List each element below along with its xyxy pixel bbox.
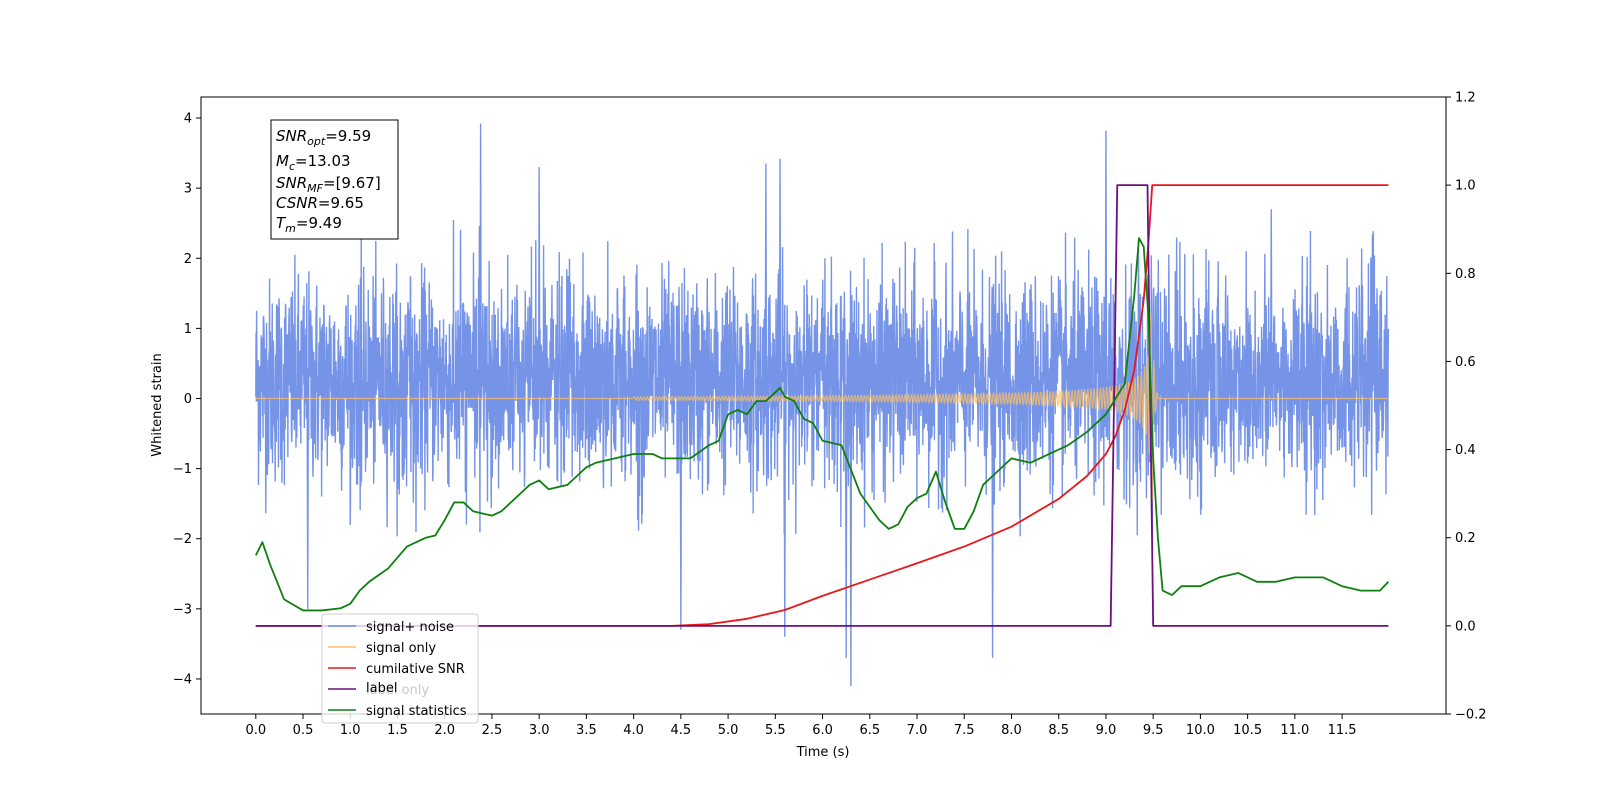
y-tick-label: −3	[173, 602, 192, 617]
info-csnr-value: 9.65	[331, 194, 364, 212]
y-tick-label: −2	[173, 532, 192, 547]
info-mc: Mc=13.03	[276, 152, 351, 173]
y2-tick-label: 0.0	[1455, 619, 1476, 634]
y2-tick-label: 1.0	[1455, 179, 1476, 194]
x-tick-label: 6.0	[812, 723, 833, 738]
legend-entry-label: label only label	[328, 681, 429, 698]
y2-tick-label: −0.2	[1455, 708, 1487, 723]
y2-tick-label: 0.2	[1455, 531, 1476, 546]
y2-tick-label: 0.8	[1455, 267, 1476, 282]
y-tick-label: 3	[184, 182, 192, 197]
legend-label-label: label	[366, 681, 397, 696]
x-tick-label: 2.5	[482, 723, 503, 738]
info-mc-value: 13.03	[308, 152, 351, 170]
y-tick-label: 0	[184, 392, 192, 407]
info-snr-opt: SNRopt=9.59	[276, 127, 371, 148]
x-tick-label: 3.0	[529, 723, 550, 738]
x-tick-label: 11.0	[1280, 723, 1309, 738]
plot-frame	[200, 96, 1447, 715]
y2-tick-label: 0.6	[1455, 355, 1476, 370]
legend-label-label-only: label only	[366, 683, 429, 698]
y-tick-label: −1	[173, 462, 192, 477]
legend-label-signal-only: signal only	[366, 641, 436, 656]
x-tick-label: 11.5	[1328, 723, 1357, 738]
x-axis: 0.0 0.5 1.0 1.5 2.0 2.5 3.0 3.5 4.0 4.5 5.0 5.5 6.0 6…	[245, 714, 1357, 738]
series-cumulative-snr	[255, 184, 1389, 627]
info-snr-opt-value: 9.59	[338, 127, 371, 145]
info-tm: Tm=9.49	[276, 214, 342, 235]
x-tick-label: 8.5	[1048, 723, 1069, 738]
y-axis-left: −4 −3 −2 −1 0 1 2 3 4	[173, 112, 201, 687]
y-tick-label: −4	[173, 672, 192, 687]
series-label	[255, 184, 1389, 627]
legend-label-signal-statistics: signal statistics	[366, 704, 467, 719]
info-snr-mf: SNRMF=[9.67]	[276, 174, 381, 195]
x-tick-label: 10.5	[1233, 723, 1262, 738]
x-tick-label: 1.0	[340, 723, 361, 738]
x-tick-label: 5.5	[765, 723, 786, 738]
x-tick-label: 7.5	[954, 723, 975, 738]
legend-label-signal-noise: signal+ noise	[366, 620, 454, 635]
y-axis-label: Whitened strain	[150, 353, 165, 456]
x-tick-label: 6.5	[859, 723, 880, 738]
x-tick-label: 10.0	[1186, 723, 1215, 738]
y2-tick-label: 1.2	[1455, 91, 1476, 106]
info-box: SNRopt=9.59 Mc=13.03 SNRMF=[9.67] CSNR=9…	[270, 119, 399, 240]
legend-entry-signal-only: signal only	[328, 641, 436, 656]
x-tick-label: 9.0	[1096, 723, 1117, 738]
info-csnr: CSNR=9.65	[276, 194, 364, 212]
series-signal-statistics	[254, 237, 1390, 612]
legend-entry-cumulative-snr: cumilative SNR	[328, 662, 465, 677]
x-tick-label: 4.0	[623, 723, 644, 738]
x-tick-label: 3.5	[576, 723, 597, 738]
series-signal-noise	[255, 123, 1390, 686]
legend-label-cumulative-snr: cumilative SNR	[366, 662, 465, 677]
info-box-frame	[270, 119, 399, 240]
legend-entry-signal-statistics: signal statistics	[328, 704, 467, 719]
y-axis-right: −0.2 0.0 0.2 0.4 0.6 0.8 1.0 1.2	[1446, 91, 1487, 723]
x-tick-label: 9.5	[1143, 723, 1164, 738]
legend-entry-signal-noise: signal+ noise	[328, 620, 454, 635]
x-tick-label: 0.0	[245, 723, 266, 738]
x-tick-label: 1.5	[387, 723, 408, 738]
x-axis-label: Time (s)	[796, 745, 850, 760]
y-tick-label: 4	[184, 112, 192, 127]
y-tick-label: 1	[184, 322, 192, 337]
info-snr-mf-value: [9.67]	[336, 174, 381, 192]
legend-frame	[321, 613, 479, 724]
x-tick-label: 7.0	[907, 723, 928, 738]
y-tick-label: 2	[184, 252, 192, 267]
series-signal-only	[255, 313, 1389, 503]
y2-tick-label: 0.4	[1455, 443, 1476, 458]
x-tick-label: 0.5	[293, 723, 314, 738]
legend: signal+ noise signal only cumilative SNR…	[321, 613, 479, 724]
x-tick-label: 4.5	[671, 723, 692, 738]
x-tick-label: 8.0	[1001, 723, 1022, 738]
series-layer	[254, 123, 1390, 686]
x-tick-label: 5.0	[718, 723, 739, 738]
x-tick-label: 2.0	[434, 723, 455, 738]
info-tm-value: 9.49	[308, 214, 341, 232]
